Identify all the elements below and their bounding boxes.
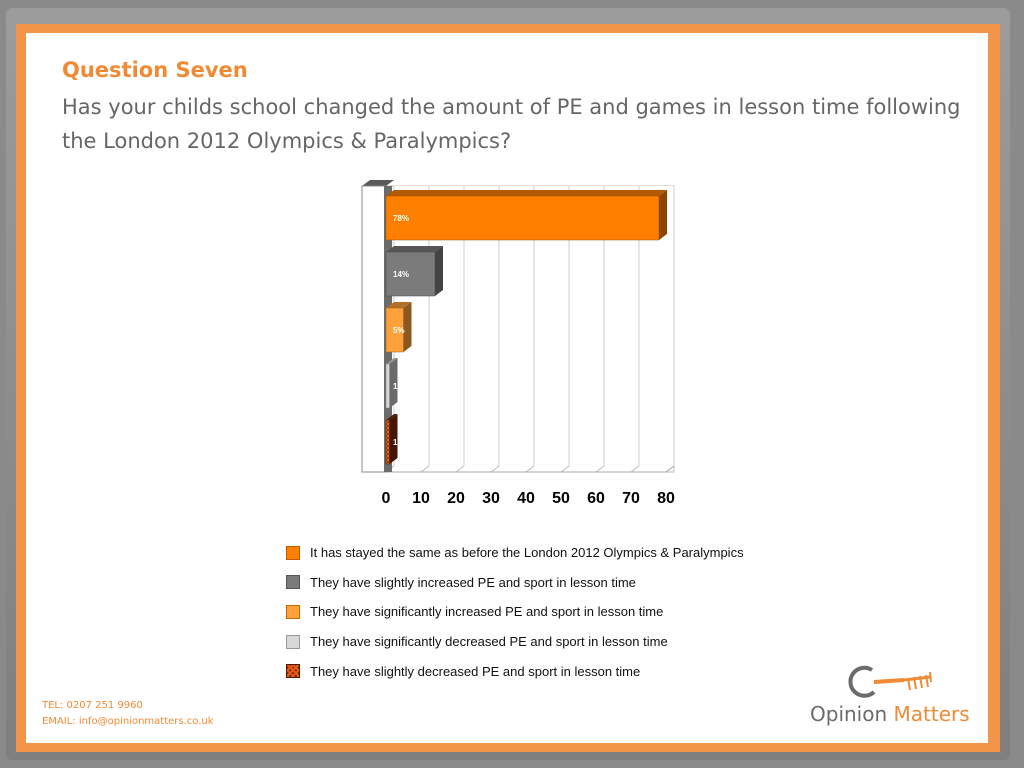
bar-top — [386, 358, 398, 364]
contact-email: EMAIL: info@opinionmatters.co.uk — [42, 716, 214, 727]
floor-line — [560, 465, 570, 473]
key-logo-icon — [848, 665, 932, 698]
x-tick-label: 0 — [382, 490, 391, 507]
floor-edge — [665, 465, 675, 473]
legend-label: They have significantly increased PE and… — [310, 604, 664, 620]
bar-data-label: 1 — [393, 382, 398, 391]
x-tick-label: 80 — [657, 490, 675, 507]
bar — [385, 419, 390, 465]
legend-label: They have slightly decreased PE and spor… — [310, 663, 641, 679]
floor-line — [420, 465, 430, 473]
x-tick-label: 70 — [622, 490, 640, 507]
bar-data-label: 14% — [393, 270, 409, 279]
x-tick-label: 30 — [482, 490, 500, 507]
question-text: Has your childs school changed the amoun… — [62, 95, 961, 153]
x-tick-label: 10 — [412, 490, 430, 507]
floor-line — [455, 465, 465, 473]
x-tick-label: 20 — [447, 490, 465, 507]
bar-side — [389, 414, 398, 464]
bar-data-label: 5% — [393, 326, 405, 335]
bar — [385, 195, 660, 241]
bar-top — [386, 190, 667, 196]
question-number: Question Seven — [62, 58, 248, 82]
bar-side — [659, 190, 667, 240]
floor-line — [630, 465, 640, 473]
logo-wordmark: Opinion Matters — [810, 702, 970, 726]
bar — [385, 251, 436, 297]
bar-data-label: 1 — [393, 438, 398, 447]
company-logo: Opinion Matters — [808, 660, 978, 730]
legend-label: It has stayed the same as before the Lon… — [310, 545, 744, 561]
logo-word-opinion: Opinion — [810, 702, 888, 726]
legend-label: They have slightly increased PE and spor… — [310, 574, 636, 590]
bar-side — [389, 358, 398, 408]
legend-swatch — [286, 664, 300, 679]
legend-item: They have significantly decreased PE and… — [286, 627, 744, 657]
bar-data-label: 78% — [393, 214, 409, 223]
legend-item: It has stayed the same as before the Lon… — [286, 538, 744, 568]
legend-swatch — [286, 575, 300, 590]
contact-info: TEL: 0207 251 9960 EMAIL: info@opinionma… — [42, 698, 214, 730]
logo-word-matters: Matters — [893, 702, 970, 726]
legend-item: They have slightly increased PE and spor… — [286, 568, 744, 598]
bar-top — [386, 246, 443, 252]
side-wall-top — [362, 180, 394, 186]
contact-tel: TEL: 0207 251 9960 — [42, 700, 143, 711]
legend-label: They have significantly decreased PE and… — [310, 634, 668, 650]
bar-top — [386, 302, 412, 308]
legend-swatch — [286, 545, 300, 560]
legend-swatch — [286, 604, 300, 619]
floor-line — [595, 465, 605, 473]
bar-side — [435, 246, 443, 296]
chart-legend: It has stayed the same as before the Lon… — [286, 538, 744, 686]
legend-item: They have slightly decreased PE and spor… — [286, 656, 744, 686]
x-tick-label: 50 — [552, 490, 570, 507]
floor-line — [525, 465, 535, 473]
bar-side — [403, 302, 412, 352]
x-tick-label: 60 — [587, 490, 605, 507]
legend-swatch — [286, 634, 300, 649]
bar — [385, 363, 390, 409]
x-tick-label: 40 — [517, 490, 535, 507]
bar — [385, 307, 404, 353]
y-axis-wall — [361, 185, 387, 473]
floor-line — [490, 465, 500, 473]
legend-item: They have significantly increased PE and… — [286, 597, 744, 627]
bar-top — [386, 414, 398, 420]
